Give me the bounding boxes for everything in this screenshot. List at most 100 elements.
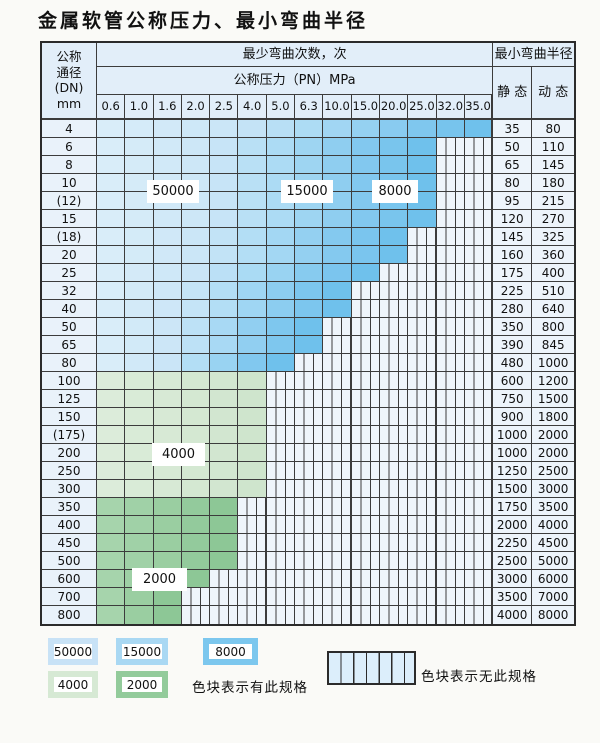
dn-column-header: 公称 通径 (DN) mm (42, 43, 97, 120)
dynamic-value-cell: 1800 (532, 408, 575, 426)
striped-cell (323, 336, 352, 354)
band-cell (153, 372, 182, 390)
pn-header-cell: 1.0 (125, 95, 154, 120)
band-cell (323, 210, 352, 228)
striped-cell (351, 534, 380, 552)
striped-cell (464, 552, 494, 570)
band-cell (379, 210, 409, 228)
striped-cell (266, 606, 296, 624)
striped-cell (295, 498, 324, 516)
striped-cell (436, 354, 465, 372)
striped-cell (295, 408, 324, 426)
band-cell (210, 210, 239, 228)
band-cell (125, 408, 154, 426)
band-cell (181, 480, 211, 498)
dn-cell: 350 (42, 498, 97, 516)
band-cell (125, 228, 154, 246)
dynamic-value-cell: 510 (532, 282, 575, 300)
band-cell (210, 228, 239, 246)
striped-cell (464, 300, 494, 318)
band-cell (153, 336, 182, 354)
striped-cell (351, 408, 380, 426)
striped-cell (295, 516, 324, 534)
striped-cell (379, 372, 409, 390)
striped-cell (436, 156, 465, 174)
band-cell (238, 246, 267, 264)
striped-cell (295, 354, 324, 372)
striped-cell (379, 606, 409, 624)
striped-cell (266, 516, 296, 534)
striped-cell (436, 138, 465, 156)
striped-cell (436, 390, 465, 408)
striped-cell (266, 534, 296, 552)
striped-cell (323, 606, 352, 624)
pn-header-cell: 20.0 (379, 95, 409, 120)
band-cell (323, 156, 352, 174)
dynamic-value-cell: 7000 (532, 588, 575, 606)
striped-cell (379, 534, 409, 552)
band-cell (323, 300, 352, 318)
striped-cell (351, 318, 380, 336)
band-cell (153, 264, 182, 282)
striped-cell (181, 606, 211, 624)
dynamic-value-cell: 3000 (532, 480, 575, 498)
striped-cell (379, 318, 409, 336)
dn-cell: 800 (42, 606, 97, 624)
static-value-cell: 50 (493, 138, 533, 156)
dynamic-value-cell: 215 (532, 192, 575, 210)
band-cell (125, 300, 154, 318)
striped-cell (351, 588, 380, 606)
band-cell (295, 300, 324, 318)
band-cell (351, 210, 380, 228)
band-cell (238, 318, 267, 336)
striped-cell (295, 534, 324, 552)
striped-cell (379, 408, 409, 426)
band-cell (295, 228, 324, 246)
band-cell (153, 588, 182, 606)
band-cell (97, 372, 126, 390)
band-cell (97, 408, 126, 426)
band-cell (181, 282, 211, 300)
band-cell (153, 354, 182, 372)
static-value-cell: 600 (493, 372, 533, 390)
band-cell (238, 192, 267, 210)
striped-cell (295, 426, 324, 444)
band-cell (266, 282, 296, 300)
dn-cell: 8 (42, 156, 97, 174)
band-cell (238, 444, 267, 462)
striped-cell (379, 390, 409, 408)
striped-cell (408, 354, 437, 372)
dynamic-value-cell: 6000 (532, 570, 575, 588)
band-cell (125, 426, 154, 444)
static-value-cell: 3500 (493, 588, 533, 606)
band-cell (238, 210, 267, 228)
band-cell (125, 138, 154, 156)
band-cell (181, 156, 211, 174)
dynamic-value-cell: 3500 (532, 498, 575, 516)
static-value-cell: 1000 (493, 426, 533, 444)
band-cell (97, 282, 126, 300)
legend-chip: 50000 (48, 638, 98, 665)
striped-cell (436, 408, 465, 426)
pn-header-cell: 2.5 (210, 95, 239, 120)
band-cell (266, 156, 296, 174)
band-cell (97, 210, 126, 228)
band-cell (153, 426, 182, 444)
striped-cell (464, 318, 494, 336)
band-cell (97, 318, 126, 336)
band-cell (408, 210, 437, 228)
band-cell (125, 210, 154, 228)
band-cell (153, 228, 182, 246)
striped-cell (323, 372, 352, 390)
striped-cell (295, 462, 324, 480)
striped-cell (408, 336, 437, 354)
striped-cell (408, 318, 437, 336)
band-cell (295, 318, 324, 336)
striped-cell (436, 264, 465, 282)
striped-cell (464, 354, 494, 372)
band-cell (295, 120, 324, 138)
dn-cell: (175) (42, 426, 97, 444)
band-cell (125, 354, 154, 372)
band-cell (181, 534, 211, 552)
band-cell (125, 516, 154, 534)
